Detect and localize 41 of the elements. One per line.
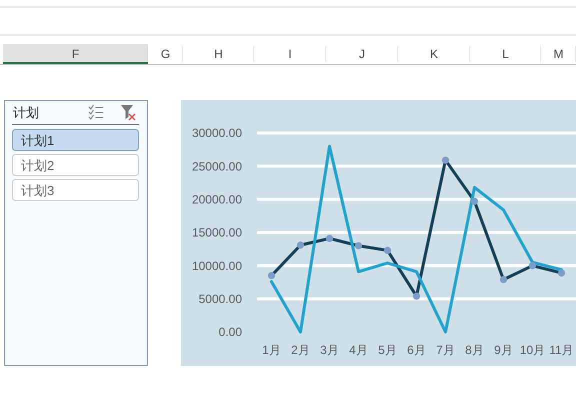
category-label: J bbox=[359, 47, 365, 61]
x-tick-label: 10月 bbox=[520, 343, 546, 357]
y-tick-label: 5000.00 bbox=[198, 292, 242, 306]
x-tick-label: 8月 bbox=[465, 343, 484, 357]
text: 计划 bbox=[13, 105, 39, 120]
category-label: 计划2 bbox=[21, 158, 54, 173]
point bbox=[412, 292, 420, 300]
y-tick-label: 30000.00 bbox=[192, 126, 242, 140]
y-tick-label: 0.00 bbox=[218, 325, 242, 340]
category-label: I bbox=[288, 47, 292, 61]
point bbox=[384, 246, 392, 254]
category-label: H bbox=[214, 47, 223, 61]
point bbox=[326, 234, 334, 242]
x-tick-label: 11月 bbox=[549, 343, 574, 357]
category-label: 计划3 bbox=[21, 183, 54, 198]
x-tick-label: 3月 bbox=[320, 343, 339, 357]
y-tick-label: 20000.00 bbox=[192, 192, 242, 207]
x-tick-label: 6月 bbox=[407, 343, 426, 357]
x-tick-label: 1月 bbox=[262, 343, 281, 357]
y-tick-label: 15000.00 bbox=[192, 226, 242, 240]
category-label: G bbox=[160, 47, 170, 61]
point bbox=[442, 156, 450, 164]
point bbox=[470, 198, 478, 205]
point bbox=[558, 269, 566, 277]
x-tick-label: 7月 bbox=[436, 343, 455, 357]
y-tick-label: 10000.00 bbox=[192, 258, 242, 273]
category-label: M bbox=[554, 47, 564, 61]
category-label: F bbox=[72, 47, 80, 61]
x-tick-label: 9月 bbox=[494, 343, 513, 357]
x-tick-label: 5月 bbox=[378, 343, 397, 357]
point bbox=[528, 262, 536, 270]
category-label: 计划1 bbox=[21, 133, 54, 148]
category-label: K bbox=[430, 47, 438, 61]
x-tick-label: 2月 bbox=[291, 343, 310, 357]
y-tick-label: 25000.00 bbox=[192, 159, 242, 174]
point bbox=[296, 242, 304, 249]
x-tick-label: 4月 bbox=[349, 343, 368, 357]
point bbox=[268, 272, 276, 280]
point bbox=[354, 242, 362, 250]
category-label: L bbox=[502, 47, 510, 61]
point bbox=[500, 276, 508, 284]
